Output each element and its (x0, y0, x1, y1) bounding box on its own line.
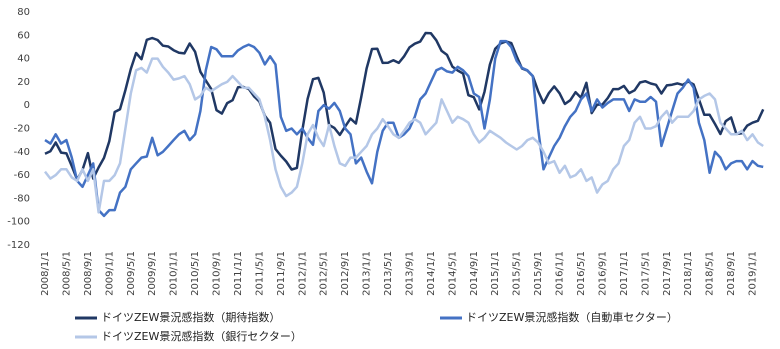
y-tick-label: 20 (17, 77, 30, 88)
y-tick-label: -20 (14, 124, 30, 135)
x-tick-label: 2014/9/1 (469, 251, 480, 296)
x-tick-label: 2016/9/1 (597, 251, 608, 296)
series-line (44, 39, 764, 218)
y-tick-label: 0 (24, 100, 30, 111)
x-tick-label: 2009/9/1 (147, 251, 158, 296)
x-tick-label: 2015/5/1 (512, 251, 523, 296)
x-tick-label: 2010/9/1 (212, 251, 223, 296)
series-line (44, 57, 764, 214)
y-tick-label: -120 (7, 240, 30, 251)
y-tick-label: 80 (17, 7, 30, 18)
x-tick-label: 2012/9/1 (340, 251, 351, 296)
x-tick-label: 2018/5/1 (705, 251, 716, 296)
x-tick-label: 2009/5/1 (126, 251, 137, 296)
legend-label: ドイツZEW景況感指数（自動車セクター） (466, 310, 678, 324)
x-tick-label: 2017/1/1 (619, 251, 630, 296)
x-tick-label: 2011/1/1 (233, 251, 244, 296)
x-tick-label: 2012/5/1 (319, 251, 330, 296)
x-tick-label: 2018/1/1 (683, 251, 694, 296)
x-tick-label: 2013/5/1 (383, 251, 394, 296)
legend-label: ドイツZEW景況感指数（銀行セクター） (101, 329, 302, 343)
y-tick-label: 60 (17, 30, 30, 41)
x-tick-label: 2015/1/1 (490, 251, 501, 296)
x-tick-label: 2016/1/1 (555, 251, 566, 296)
x-tick-label: 2017/5/1 (640, 251, 651, 296)
x-tick-label: 2013/1/1 (362, 251, 373, 296)
x-tick-label: 2018/9/1 (726, 251, 737, 296)
x-tick-label: 2011/5/1 (254, 251, 265, 296)
x-tick-label: 2013/9/1 (404, 251, 415, 296)
x-tick-label: 2015/9/1 (533, 251, 544, 296)
y-tick-label: -40 (14, 147, 30, 158)
y-tick-label: -60 (14, 170, 30, 181)
x-tick-label: 2014/1/1 (426, 251, 437, 296)
x-tick-label: 2017/9/1 (662, 251, 673, 296)
y-tick-label: -100 (7, 217, 30, 228)
x-tick-label: 2014/5/1 (447, 251, 458, 296)
x-tick-label: 2011/9/1 (276, 251, 287, 296)
x-tick-label: 2008/5/1 (61, 251, 72, 296)
legend: ドイツZEW景況感指数（期待指数） ドイツZEW景況感指数（自動車セクター） ドイツ… (75, 310, 678, 343)
x-tick-label: 2019/1/1 (748, 251, 759, 296)
x-tick-label: 2010/5/1 (190, 251, 201, 296)
y-tick-label: 40 (17, 54, 30, 65)
y-tick-label: -80 (14, 193, 30, 204)
x-tick-label: 2009/1/1 (104, 251, 115, 296)
series-line (44, 31, 765, 181)
x-tick-label: 2008/9/1 (83, 251, 94, 296)
legend-label: ドイツZEW景況感指数（期待指数） (101, 310, 280, 324)
x-tick-label: 2010/1/1 (169, 251, 180, 296)
x-tick-label: 2012/1/1 (297, 251, 308, 296)
x-tick-label: 2008/1/1 (40, 251, 51, 296)
x-tick-label: 2016/5/1 (576, 251, 587, 296)
